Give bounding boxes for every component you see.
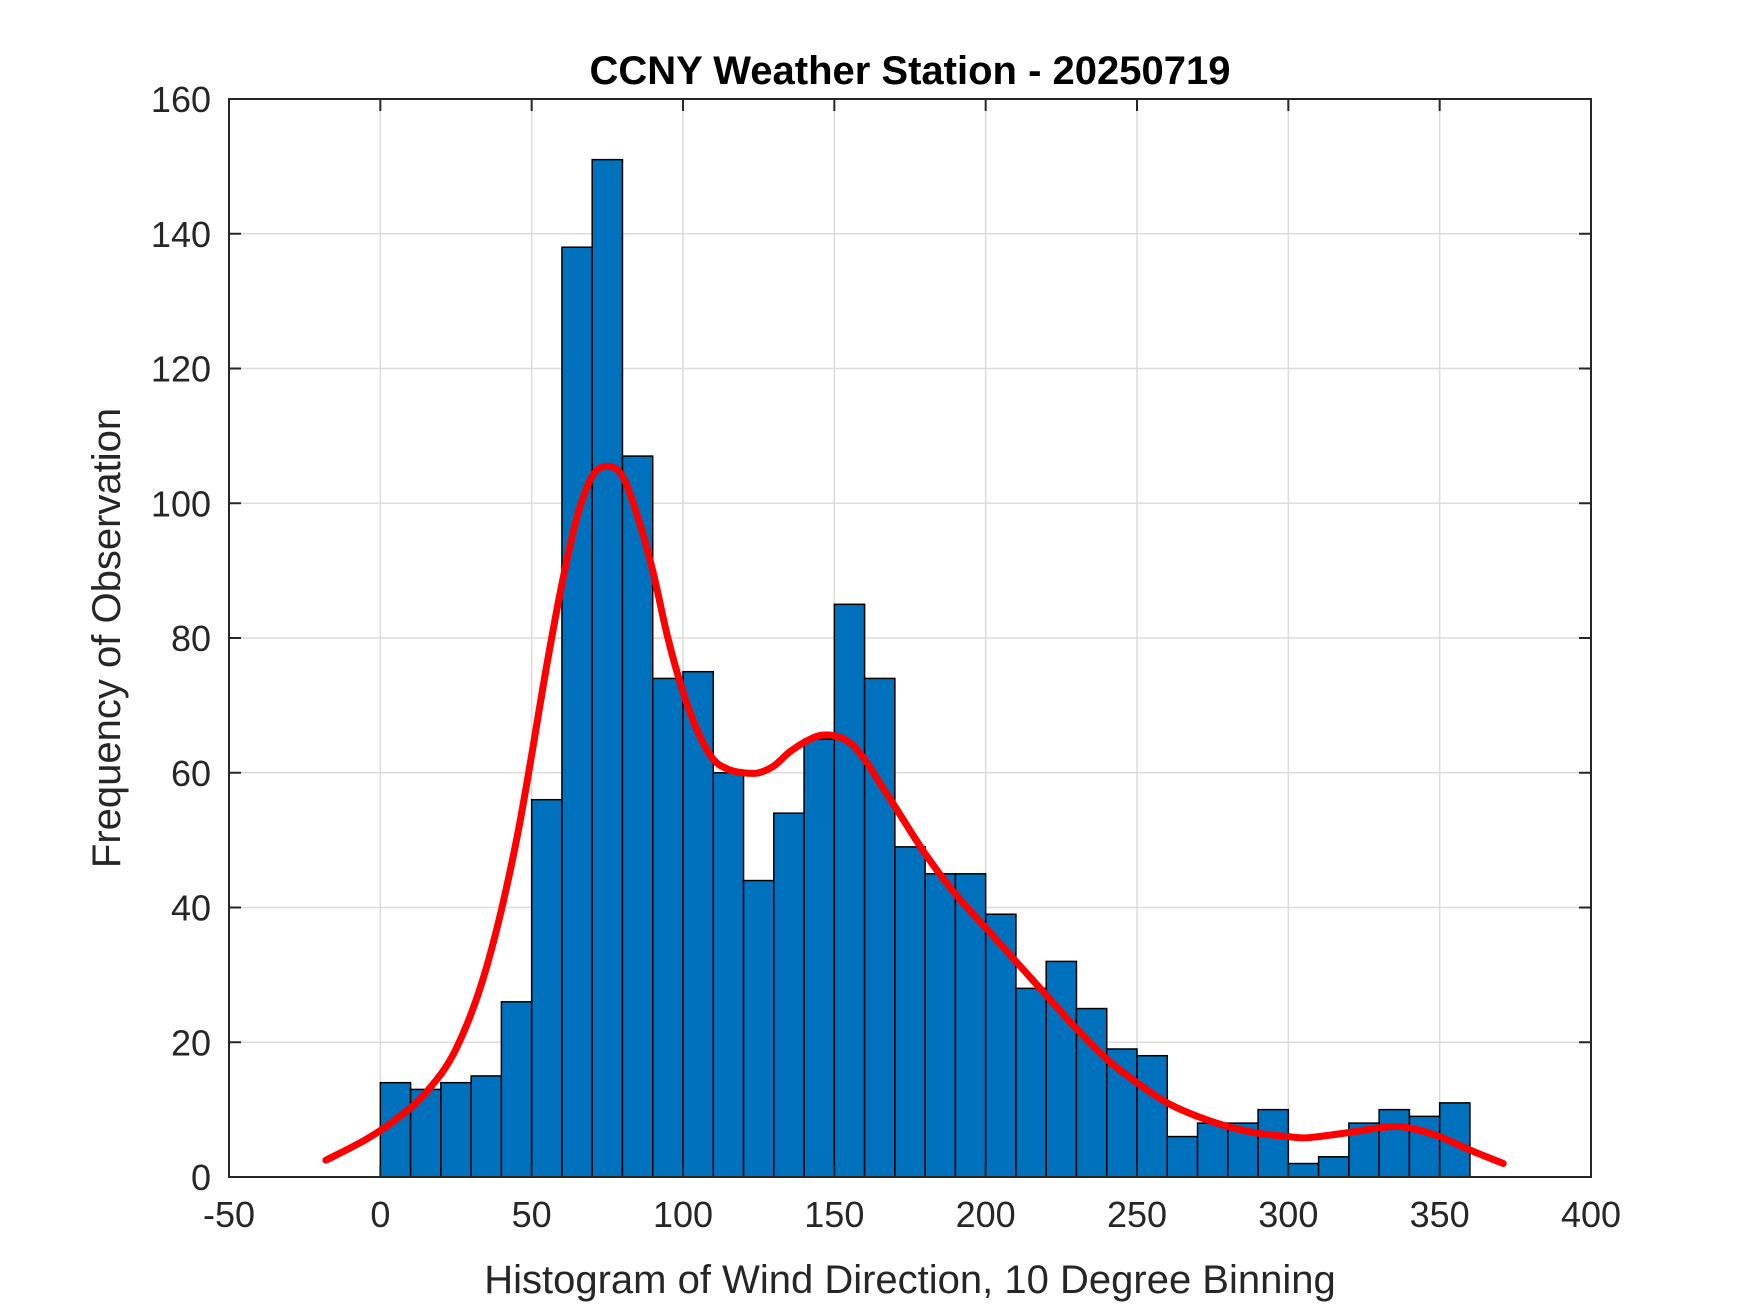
histogram-bar bbox=[712, 772, 745, 1178]
histogram-bar bbox=[651, 677, 684, 1178]
histogram-bar bbox=[1166, 1135, 1199, 1178]
histogram-bar bbox=[1196, 1122, 1229, 1178]
histogram-bar bbox=[561, 246, 593, 1178]
x-tick-labels: -50 0 50 100 150 200 250 300 350 400 bbox=[203, 1194, 1621, 1235]
histogram-bar bbox=[591, 158, 624, 1178]
histogram-bar bbox=[894, 846, 926, 1178]
x-tick-label: 200 bbox=[956, 1194, 1016, 1235]
histogram-bar bbox=[742, 879, 775, 1178]
grid-lines bbox=[229, 99, 1591, 1177]
histogram-bar bbox=[1378, 1108, 1411, 1178]
y-tick-label: 160 bbox=[151, 79, 211, 120]
y-tick-label: 20 bbox=[171, 1022, 211, 1063]
histogram-bar bbox=[1317, 1156, 1350, 1178]
histogram-bar bbox=[863, 677, 896, 1178]
y-tick-label: 80 bbox=[171, 618, 211, 659]
histogram-bar bbox=[1045, 960, 1078, 1178]
histogram-bar bbox=[833, 603, 866, 1178]
x-tick-label: 400 bbox=[1561, 1194, 1621, 1235]
histogram-bar bbox=[773, 812, 805, 1178]
histogram-bar bbox=[924, 873, 957, 1178]
histogram-bar bbox=[500, 1001, 533, 1178]
histogram-bar bbox=[440, 1081, 472, 1178]
x-tick-label: 100 bbox=[653, 1194, 713, 1235]
x-tick-label: 250 bbox=[1107, 1194, 1167, 1235]
x-tick-label: 300 bbox=[1258, 1194, 1318, 1235]
x-tick-label: 50 bbox=[512, 1194, 552, 1235]
histogram-bar bbox=[1015, 987, 1047, 1178]
x-tick-label: 0 bbox=[370, 1194, 390, 1235]
histogram-bar bbox=[1136, 1054, 1169, 1178]
x-tick-label: 350 bbox=[1410, 1194, 1470, 1235]
y-tick-label: 100 bbox=[151, 483, 211, 524]
y-tick-label: 120 bbox=[151, 349, 211, 390]
histogram-bar bbox=[803, 738, 836, 1178]
density-curve bbox=[322, 462, 1507, 1167]
y-axis-label: Frequency of Observation bbox=[85, 408, 129, 868]
chart-title: CCNY Weather Station - 20250719 bbox=[590, 49, 1231, 93]
y-tick-labels: 0 20 40 60 80 100 120 140 160 bbox=[151, 79, 211, 1198]
histogram-bar bbox=[1257, 1108, 1290, 1178]
y-tick-label: 140 bbox=[151, 214, 211, 255]
x-axis-label: Histogram of Wind Direction, 10 Degree B… bbox=[484, 1258, 1336, 1302]
histogram-bar bbox=[530, 798, 563, 1178]
axis-ticks bbox=[228, 98, 1592, 1178]
histogram-bar bbox=[1287, 1162, 1320, 1178]
x-tick-label: 150 bbox=[804, 1194, 864, 1235]
y-tick-label: 60 bbox=[171, 753, 211, 794]
histogram-bar bbox=[470, 1075, 503, 1178]
y-tick-label: 40 bbox=[171, 888, 211, 929]
x-tick-label: -50 bbox=[203, 1194, 255, 1235]
y-tick-label: 0 bbox=[191, 1157, 211, 1198]
